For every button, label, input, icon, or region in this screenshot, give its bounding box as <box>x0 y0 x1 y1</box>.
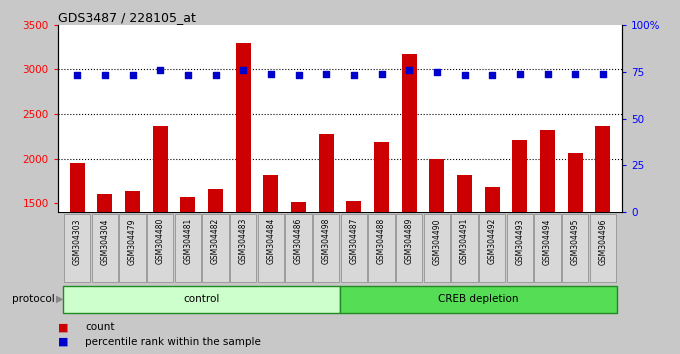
FancyBboxPatch shape <box>230 214 256 282</box>
Bar <box>429 159 445 212</box>
Bar <box>346 201 362 212</box>
Text: control: control <box>184 294 220 304</box>
Text: GSM304495: GSM304495 <box>571 218 579 264</box>
Bar <box>180 197 195 212</box>
Bar <box>402 54 417 212</box>
FancyBboxPatch shape <box>147 214 173 282</box>
Point <box>127 73 138 78</box>
Point <box>265 71 276 76</box>
Point <box>514 71 525 76</box>
FancyBboxPatch shape <box>534 214 560 282</box>
Text: GSM304492: GSM304492 <box>488 218 496 264</box>
Text: percentile rank within the sample: percentile rank within the sample <box>85 337 261 347</box>
Bar <box>595 126 611 212</box>
FancyBboxPatch shape <box>92 214 118 282</box>
Bar <box>125 191 140 212</box>
Bar <box>457 175 472 212</box>
Point <box>155 67 166 73</box>
Text: GSM304498: GSM304498 <box>322 218 330 264</box>
Bar <box>69 163 85 212</box>
Point <box>487 73 498 78</box>
FancyBboxPatch shape <box>396 214 422 282</box>
Text: GSM304480: GSM304480 <box>156 218 165 264</box>
Point <box>293 73 304 78</box>
Bar <box>97 194 112 212</box>
Text: GSM304496: GSM304496 <box>598 218 607 264</box>
Bar <box>485 187 500 212</box>
Bar <box>374 142 389 212</box>
Point <box>321 71 332 76</box>
Bar <box>152 126 168 212</box>
Text: count: count <box>85 322 114 332</box>
FancyBboxPatch shape <box>507 214 533 282</box>
Text: GSM304489: GSM304489 <box>405 218 413 264</box>
FancyBboxPatch shape <box>175 214 201 282</box>
Point <box>376 71 387 76</box>
Bar <box>540 130 555 212</box>
FancyBboxPatch shape <box>120 214 146 282</box>
Text: GSM304491: GSM304491 <box>460 218 469 264</box>
FancyBboxPatch shape <box>258 214 284 282</box>
Bar <box>568 153 583 212</box>
Text: GSM304486: GSM304486 <box>294 218 303 264</box>
Bar <box>512 139 528 212</box>
Text: GDS3487 / 228105_at: GDS3487 / 228105_at <box>58 11 196 24</box>
Point <box>238 67 249 73</box>
Point <box>210 73 221 78</box>
FancyBboxPatch shape <box>341 214 367 282</box>
Text: protocol: protocol <box>12 294 54 304</box>
FancyBboxPatch shape <box>340 286 617 313</box>
FancyBboxPatch shape <box>562 214 588 282</box>
Point <box>182 73 193 78</box>
Text: GSM304483: GSM304483 <box>239 218 248 264</box>
Point <box>570 71 581 76</box>
FancyBboxPatch shape <box>424 214 450 282</box>
FancyBboxPatch shape <box>286 214 311 282</box>
FancyBboxPatch shape <box>479 214 505 282</box>
Text: ■: ■ <box>58 337 68 347</box>
Text: GSM304304: GSM304304 <box>101 218 109 264</box>
Point <box>348 73 359 78</box>
Point <box>431 69 442 74</box>
Text: GSM304482: GSM304482 <box>211 218 220 264</box>
Point <box>542 71 553 76</box>
Bar <box>263 175 278 212</box>
Text: GSM304303: GSM304303 <box>73 218 82 264</box>
Text: GSM304484: GSM304484 <box>267 218 275 264</box>
Point <box>404 67 415 73</box>
FancyBboxPatch shape <box>64 214 90 282</box>
Text: GSM304488: GSM304488 <box>377 218 386 264</box>
Text: GSM304479: GSM304479 <box>128 218 137 264</box>
FancyBboxPatch shape <box>313 214 339 282</box>
FancyBboxPatch shape <box>590 214 616 282</box>
Text: GSM304487: GSM304487 <box>350 218 358 264</box>
Point <box>459 73 470 78</box>
FancyBboxPatch shape <box>63 286 340 313</box>
FancyBboxPatch shape <box>203 214 228 282</box>
Bar <box>208 189 223 212</box>
Bar <box>318 134 334 212</box>
Point <box>71 73 82 78</box>
Bar <box>291 202 306 212</box>
Text: GSM304490: GSM304490 <box>432 218 441 264</box>
Point <box>598 71 609 76</box>
Bar <box>235 43 251 212</box>
FancyBboxPatch shape <box>452 214 477 282</box>
Text: ■: ■ <box>58 322 68 332</box>
FancyBboxPatch shape <box>369 214 394 282</box>
Text: GSM304494: GSM304494 <box>543 218 552 264</box>
Text: ▶: ▶ <box>56 294 63 304</box>
Text: CREB depletion: CREB depletion <box>438 294 519 304</box>
Text: GSM304493: GSM304493 <box>515 218 524 264</box>
Text: GSM304481: GSM304481 <box>184 218 192 264</box>
Point <box>99 73 110 78</box>
